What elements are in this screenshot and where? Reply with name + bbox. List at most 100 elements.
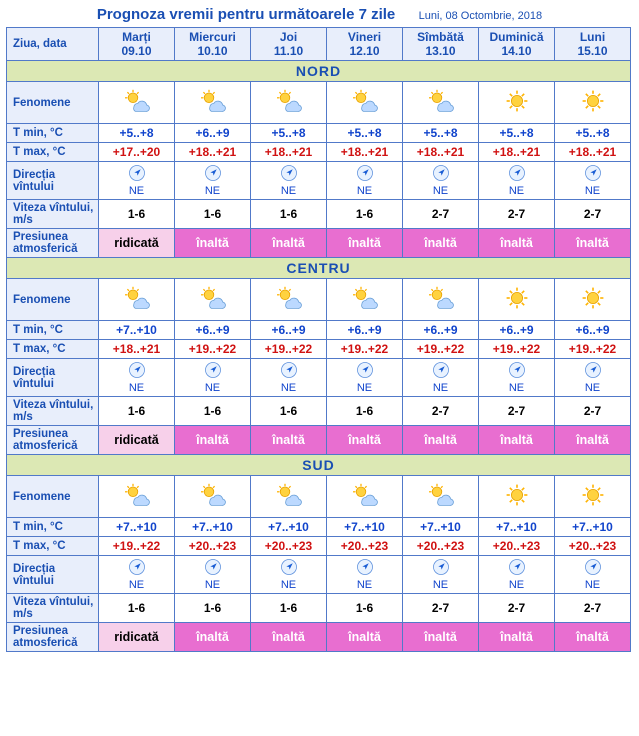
tmin-value: +5..+8 bbox=[479, 124, 555, 143]
weather-icon-sunny bbox=[555, 279, 631, 321]
tmin-value: +6..+9 bbox=[251, 321, 327, 340]
tmin-value: +7..+10 bbox=[99, 518, 175, 537]
tmax-value: +19..+22 bbox=[479, 340, 555, 359]
wind-speed-value: 2-7 bbox=[403, 200, 479, 229]
wind-speed-value: 2-7 bbox=[403, 397, 479, 426]
header-day-6: Luni15.10 bbox=[555, 28, 631, 61]
wind-direction-icon: NE bbox=[327, 556, 403, 594]
weather-icon-partly-cloudy bbox=[327, 82, 403, 124]
wind-speed-value: 1-6 bbox=[251, 200, 327, 229]
row-winddir-label: Direcția vîntului bbox=[7, 162, 99, 200]
pressure-value: înaltă bbox=[175, 426, 251, 455]
pressure-value: înaltă bbox=[555, 229, 631, 258]
weather-icon-partly-cloudy bbox=[327, 476, 403, 518]
wind-direction-icon: NE bbox=[479, 359, 555, 397]
tmin-value: +7..+10 bbox=[327, 518, 403, 537]
weather-icon-sunny bbox=[479, 82, 555, 124]
weather-icon-partly-cloudy bbox=[99, 476, 175, 518]
weather-icon-partly-cloudy bbox=[251, 82, 327, 124]
weather-icon-sunny bbox=[555, 476, 631, 518]
weather-icon-sunny bbox=[479, 279, 555, 321]
wind-direction-icon: NE bbox=[99, 162, 175, 200]
tmin-value: +7..+10 bbox=[403, 518, 479, 537]
row-tmin-label: T min, °C bbox=[7, 124, 99, 143]
weather-icon-partly-cloudy bbox=[175, 82, 251, 124]
row-winddir-label: Direcția vîntului bbox=[7, 556, 99, 594]
pressure-value: înaltă bbox=[555, 623, 631, 652]
table-header: Ziua, data Marți09.10 Miercuri10.10 Joi1… bbox=[7, 28, 631, 61]
tmax-value: +20..+23 bbox=[403, 537, 479, 556]
row-phenomena-label: Fenomene bbox=[7, 476, 99, 518]
pressure-value: înaltă bbox=[175, 229, 251, 258]
pressure-value: ridicată bbox=[99, 229, 175, 258]
pressure-value: înaltă bbox=[327, 623, 403, 652]
tmax-value: +18..+21 bbox=[555, 143, 631, 162]
weather-icon-partly-cloudy bbox=[251, 279, 327, 321]
wind-speed-value: 1-6 bbox=[175, 594, 251, 623]
wind-speed-value: 1-6 bbox=[175, 200, 251, 229]
weather-icon-partly-cloudy bbox=[251, 476, 327, 518]
header-ziua: Ziua, data bbox=[7, 28, 99, 61]
wind-direction-icon: NE bbox=[327, 162, 403, 200]
wind-speed-value: 1-6 bbox=[99, 397, 175, 426]
row-tmax-label: T max, °C bbox=[7, 537, 99, 556]
pressure-value: înaltă bbox=[403, 623, 479, 652]
tmax-value: +19..+22 bbox=[327, 340, 403, 359]
wind-speed-value: 2-7 bbox=[479, 397, 555, 426]
weather-icon-sunny bbox=[555, 82, 631, 124]
tmin-value: +7..+10 bbox=[175, 518, 251, 537]
wind-direction-icon: NE bbox=[479, 556, 555, 594]
weather-icon-partly-cloudy bbox=[403, 279, 479, 321]
row-tmax-label: T max, °C bbox=[7, 143, 99, 162]
pressure-value: înaltă bbox=[251, 426, 327, 455]
wind-speed-value: 1-6 bbox=[251, 397, 327, 426]
pressure-value: înaltă bbox=[403, 426, 479, 455]
wind-speed-value: 1-6 bbox=[99, 200, 175, 229]
wind-direction-icon: NE bbox=[403, 556, 479, 594]
wind-direction-icon: NE bbox=[479, 162, 555, 200]
tmin-value: +6..+9 bbox=[403, 321, 479, 340]
tmax-value: +18..+21 bbox=[327, 143, 403, 162]
row-windspeed-label: Viteza vîntului, m/s bbox=[7, 200, 99, 229]
wind-speed-value: 2-7 bbox=[479, 594, 555, 623]
pressure-value: înaltă bbox=[403, 229, 479, 258]
page-title: Prognoza vremii pentru următoarele 7 zil… bbox=[97, 6, 395, 23]
tmax-value: +18..+21 bbox=[175, 143, 251, 162]
tmax-value: +20..+23 bbox=[251, 537, 327, 556]
title-row: Prognoza vremii pentru următoarele 7 zil… bbox=[6, 6, 633, 23]
tmin-value: +7..+10 bbox=[555, 518, 631, 537]
wind-speed-value: 1-6 bbox=[251, 594, 327, 623]
header-day-1: Miercuri10.10 bbox=[175, 28, 251, 61]
wind-direction-icon: NE bbox=[99, 359, 175, 397]
wind-direction-icon: NE bbox=[251, 162, 327, 200]
tmax-value: +20..+23 bbox=[555, 537, 631, 556]
pressure-value: înaltă bbox=[555, 426, 631, 455]
weather-icon-partly-cloudy bbox=[175, 476, 251, 518]
region-header-centru: CENTRU bbox=[7, 258, 631, 279]
row-phenomena-label: Fenomene bbox=[7, 82, 99, 124]
row-tmin-label: T min, °C bbox=[7, 321, 99, 340]
weather-icon-partly-cloudy bbox=[403, 476, 479, 518]
tmin-value: +6..+9 bbox=[327, 321, 403, 340]
weather-icon-partly-cloudy bbox=[175, 279, 251, 321]
row-pressure-label: Presiunea atmosferică bbox=[7, 426, 99, 455]
wind-direction-icon: NE bbox=[251, 556, 327, 594]
tmax-value: +18..+21 bbox=[99, 340, 175, 359]
wind-speed-value: 1-6 bbox=[327, 594, 403, 623]
wind-speed-value: 2-7 bbox=[403, 594, 479, 623]
pressure-value: înaltă bbox=[479, 229, 555, 258]
tmax-value: +19..+22 bbox=[555, 340, 631, 359]
pressure-value: înaltă bbox=[251, 229, 327, 258]
weather-icon-partly-cloudy bbox=[327, 279, 403, 321]
tmin-value: +5..+8 bbox=[327, 124, 403, 143]
weather-icon-sunny bbox=[479, 476, 555, 518]
wind-direction-icon: NE bbox=[403, 162, 479, 200]
tmax-value: +17..+20 bbox=[99, 143, 175, 162]
wind-speed-value: 1-6 bbox=[175, 397, 251, 426]
pressure-value: înaltă bbox=[327, 426, 403, 455]
tmax-value: +19..+22 bbox=[175, 340, 251, 359]
header-day-5: Duminică14.10 bbox=[479, 28, 555, 61]
wind-speed-value: 1-6 bbox=[327, 200, 403, 229]
region-header-sud: SUD bbox=[7, 455, 631, 476]
tmax-value: +18..+21 bbox=[479, 143, 555, 162]
